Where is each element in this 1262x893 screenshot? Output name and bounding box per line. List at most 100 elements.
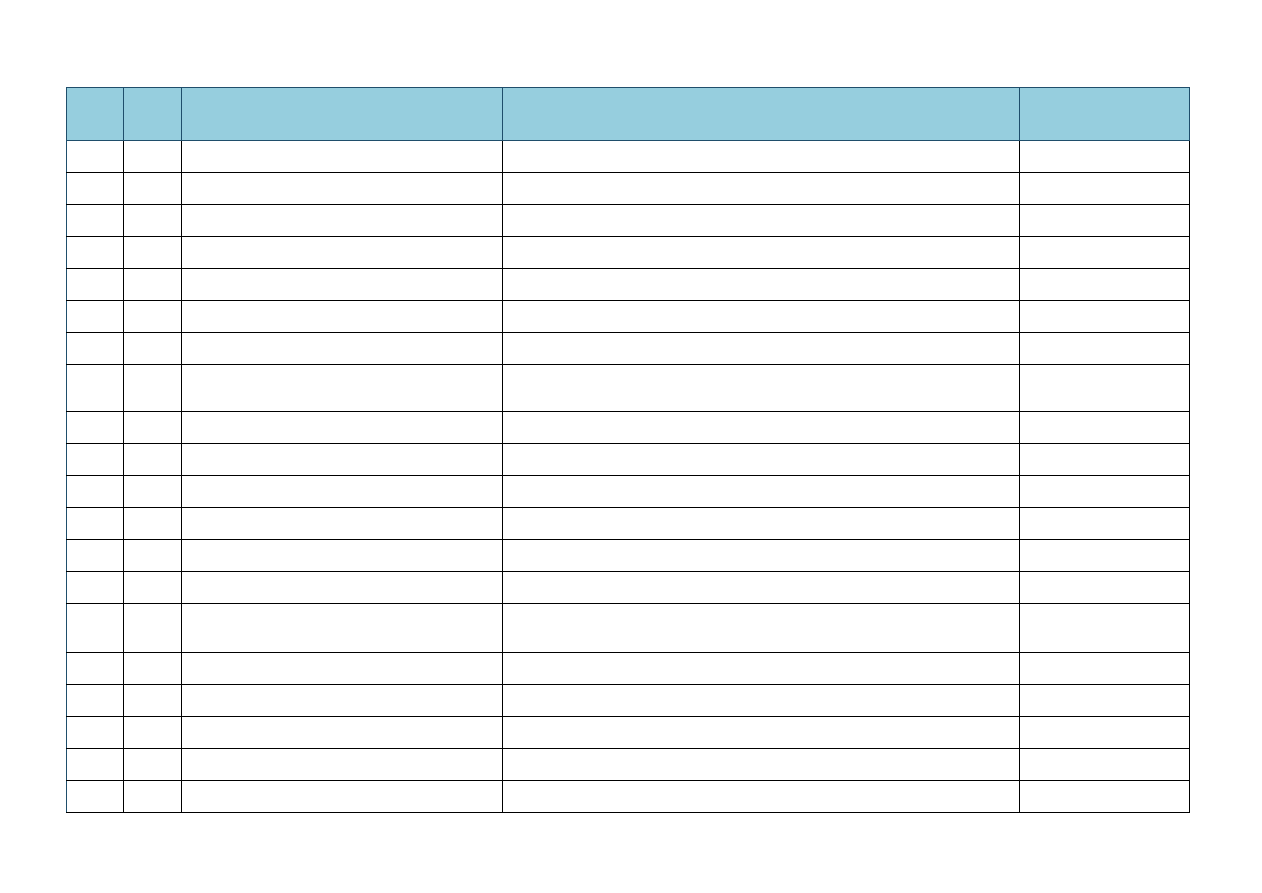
column-header	[1019, 87, 1190, 141]
table-row	[66, 507, 1190, 540]
table-cell	[1019, 268, 1190, 301]
table-cell	[502, 748, 1020, 781]
table-cell	[502, 268, 1020, 301]
table-row	[66, 716, 1190, 749]
table-cell	[123, 571, 182, 604]
table-cell	[181, 411, 503, 444]
table-cell	[181, 332, 503, 365]
table-cell	[181, 603, 503, 653]
table-cell	[502, 475, 1020, 508]
table-cell	[502, 300, 1020, 333]
table-cell	[66, 539, 124, 572]
table-cell	[502, 236, 1020, 269]
table-cell	[502, 684, 1020, 717]
table-row	[66, 603, 1190, 653]
table-cell	[66, 332, 124, 365]
table-cell	[123, 204, 182, 237]
table-cell	[1019, 140, 1190, 173]
table-cell	[66, 140, 124, 173]
table-cell	[502, 332, 1020, 365]
table-cell	[502, 364, 1020, 412]
column-header	[123, 87, 182, 141]
table-cell	[1019, 300, 1190, 333]
column-header	[66, 87, 124, 141]
table-cell	[181, 539, 503, 572]
table-cell	[502, 780, 1020, 813]
table-cell	[1019, 716, 1190, 749]
table-cell	[66, 475, 124, 508]
table-cell	[502, 140, 1020, 173]
column-header	[502, 87, 1020, 141]
table-cell	[123, 716, 182, 749]
table-row	[66, 411, 1190, 444]
table-cell	[181, 300, 503, 333]
table-cell	[502, 652, 1020, 685]
table-cell	[1019, 684, 1190, 717]
table-cell	[181, 780, 503, 813]
table-cell	[502, 411, 1020, 444]
table-cell	[66, 236, 124, 269]
table-cell	[502, 507, 1020, 540]
table-cell	[66, 652, 124, 685]
table-cell	[502, 443, 1020, 476]
table-cell	[181, 748, 503, 781]
table-cell	[181, 507, 503, 540]
table-cell	[123, 652, 182, 685]
table-row	[66, 748, 1190, 781]
table-cell	[123, 748, 182, 781]
table-cell	[123, 268, 182, 301]
table-cell	[66, 300, 124, 333]
table-row	[66, 332, 1190, 365]
table-row	[66, 684, 1190, 717]
table-cell	[1019, 507, 1190, 540]
table-cell	[66, 507, 124, 540]
table-cell	[66, 684, 124, 717]
table-cell	[502, 716, 1020, 749]
table-cell	[123, 236, 182, 269]
table-cell	[502, 571, 1020, 604]
table-cell	[181, 268, 503, 301]
table-cell	[123, 603, 182, 653]
table-cell	[1019, 571, 1190, 604]
table-cell	[181, 716, 503, 749]
table-cell	[66, 716, 124, 749]
table-cell	[181, 571, 503, 604]
table-cell	[1019, 364, 1190, 412]
table-cell	[502, 603, 1020, 653]
table-row	[66, 652, 1190, 685]
table-cell	[66, 204, 124, 237]
table-cell	[181, 140, 503, 173]
table-row	[66, 364, 1190, 412]
table-cell	[181, 236, 503, 269]
table-cell	[1019, 204, 1190, 237]
table-cell	[1019, 172, 1190, 205]
table-cell	[123, 684, 182, 717]
table-cell	[1019, 748, 1190, 781]
table-cell	[123, 364, 182, 412]
table-cell	[1019, 475, 1190, 508]
table-cell	[66, 268, 124, 301]
table-cell	[181, 652, 503, 685]
table-cell	[123, 140, 182, 173]
table-cell	[123, 411, 182, 444]
table-cell	[181, 204, 503, 237]
table-cell	[123, 475, 182, 508]
data-table	[66, 87, 1190, 813]
table-cell	[502, 172, 1020, 205]
table-cell	[502, 204, 1020, 237]
table-cell	[1019, 236, 1190, 269]
table-cell	[66, 443, 124, 476]
table-cell	[66, 780, 124, 813]
table-cell	[66, 172, 124, 205]
table-cell	[123, 443, 182, 476]
table-cell	[123, 300, 182, 333]
table-row	[66, 571, 1190, 604]
table-row	[66, 475, 1190, 508]
header-row	[66, 87, 1190, 141]
table-row	[66, 172, 1190, 205]
table-row	[66, 443, 1190, 476]
column-header	[181, 87, 503, 141]
table-cell	[123, 780, 182, 813]
table-cell	[1019, 411, 1190, 444]
table-cell	[181, 684, 503, 717]
